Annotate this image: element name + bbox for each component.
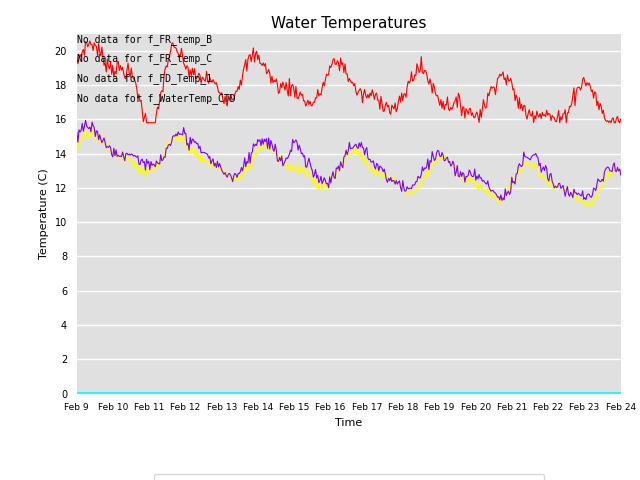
- Text: No data for f_FD_Temp_1: No data for f_FD_Temp_1: [77, 73, 212, 84]
- Y-axis label: Temperature (C): Temperature (C): [39, 168, 49, 259]
- Text: No data for f_WaterTemp_CTD: No data for f_WaterTemp_CTD: [77, 93, 236, 104]
- Legend: FR_temp_A, WaterT, CondTemp, MDTemp_A: FR_temp_A, WaterT, CondTemp, MDTemp_A: [154, 474, 544, 480]
- Text: No data for f_FR_temp_C: No data for f_FR_temp_C: [77, 53, 212, 64]
- Text: No data for f_FR_temp_B: No data for f_FR_temp_B: [77, 34, 212, 45]
- X-axis label: Time: Time: [335, 418, 362, 428]
- Title: Water Temperatures: Water Temperatures: [271, 16, 426, 31]
